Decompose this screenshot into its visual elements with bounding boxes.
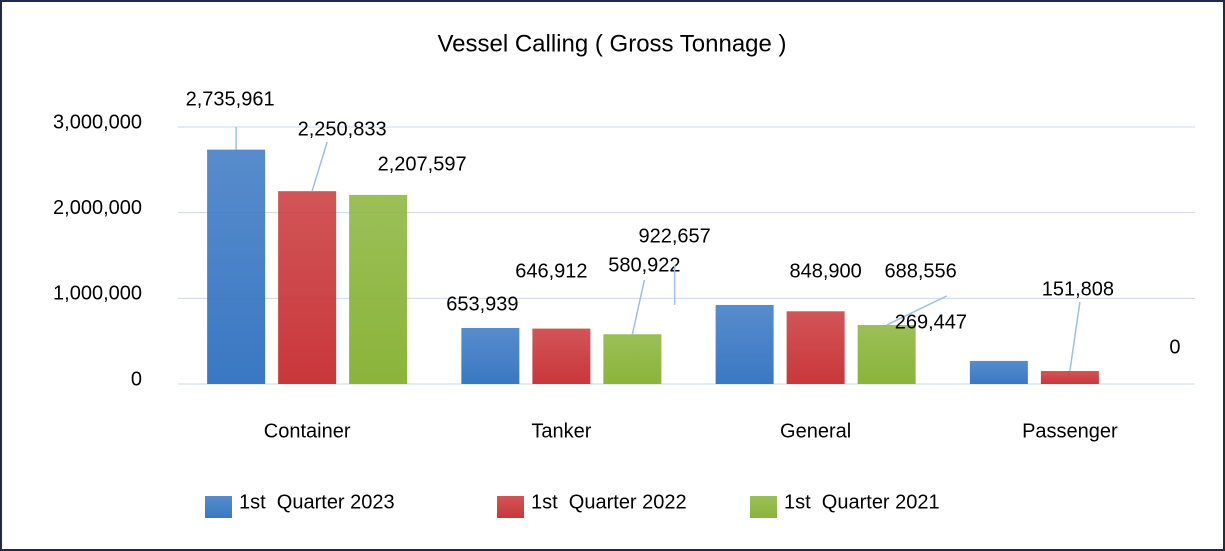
leader-line: [1069, 301, 1081, 372]
legend-label: 1st Quarter 2022: [531, 491, 687, 513]
bar: [278, 191, 337, 384]
legend-swatch: [497, 496, 524, 518]
legend-swatch: [205, 496, 232, 518]
chart-title: Vessel Calling ( Gross Tonnage ): [437, 30, 786, 57]
bar: [461, 327, 520, 384]
bar: [857, 325, 916, 384]
y-tick-label: 1,000,000: [53, 283, 142, 305]
data-label: 646,912: [515, 260, 587, 282]
bar: [715, 304, 774, 384]
bar: [969, 360, 1028, 384]
legend-swatch: [750, 496, 777, 518]
x-tick-label: Tanker: [531, 420, 591, 442]
legend-label: 1st Quarter 2023: [239, 491, 395, 513]
bar: [786, 311, 845, 384]
y-tick-label: 3,000,000: [53, 111, 142, 133]
bar: [603, 334, 662, 384]
legend-label: 1st Quarter 2021: [784, 491, 940, 513]
data-label: 848,900: [789, 260, 861, 282]
data-label: 653,939: [446, 293, 518, 315]
data-label: 151,808: [1042, 278, 1114, 300]
data-label: 922,657: [638, 225, 710, 247]
bar: [532, 328, 591, 384]
x-tick-label: General: [780, 420, 851, 442]
x-tick-label: Container: [264, 420, 351, 442]
bar: [1040, 370, 1099, 384]
leader-line: [886, 295, 947, 326]
data-label: 269,447: [895, 311, 967, 333]
bar: [207, 149, 266, 384]
data-label: 580,922: [608, 254, 680, 276]
data-label: 688,556: [884, 260, 956, 282]
data-label: 2,250,833: [298, 118, 387, 140]
bar: [349, 194, 408, 384]
leader-line: [631, 279, 646, 335]
data-label: 2,207,597: [378, 153, 467, 175]
data-label: 2,735,961: [186, 88, 275, 110]
leader-line: [311, 141, 328, 192]
data-label: 0: [1169, 336, 1180, 358]
y-tick-label: 2,000,000: [53, 197, 142, 219]
x-tick-label: Passenger: [1022, 420, 1118, 442]
y-tick-label: 0: [131, 368, 142, 390]
